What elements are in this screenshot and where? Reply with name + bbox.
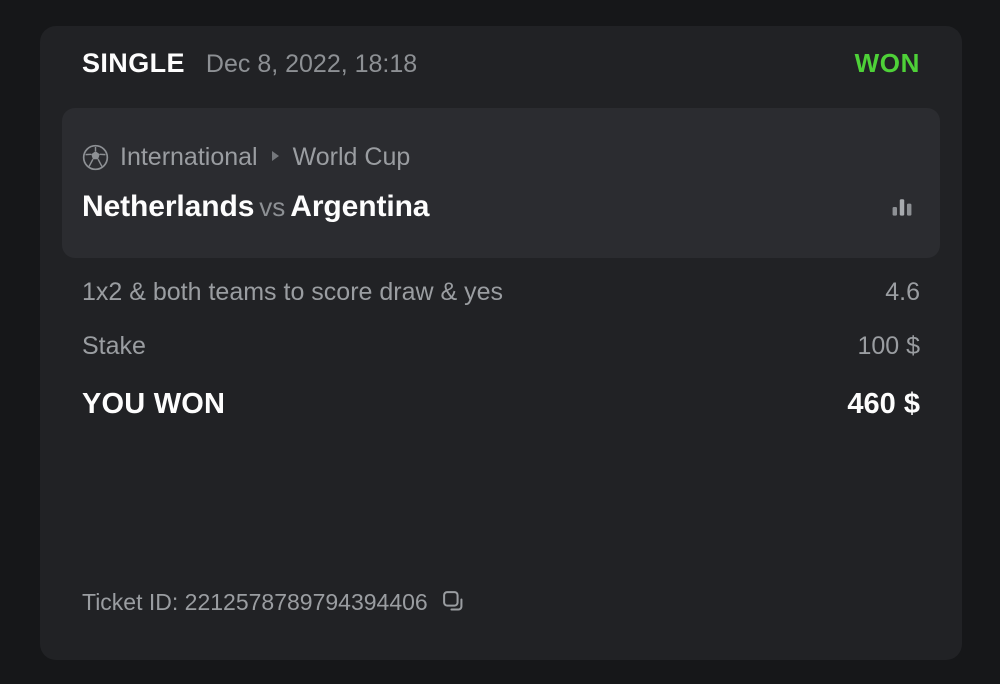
breadcrumb-competition: World Cup: [292, 142, 411, 171]
payout-value: 460 $: [847, 388, 920, 420]
ticket-id-label: Ticket ID: 2212578789794394406: [82, 589, 428, 615]
away-team-label: Argentina: [290, 190, 430, 223]
payout-row: YOU WON 460 $: [82, 388, 920, 448]
home-team-label: Netherlands: [82, 190, 255, 223]
chevron-right-icon: [271, 151, 279, 161]
stake-label: Stake: [82, 332, 146, 360]
breadcrumb[interactable]: International World Cup: [82, 140, 918, 174]
event-panel[interactable]: International World Cup Netherlands vs A…: [62, 108, 940, 258]
selection-row: 1x2 & both teams to score draw & yes 4.6: [82, 278, 920, 332]
bet-details: 1x2 & both teams to score draw & yes 4.6…: [40, 258, 962, 448]
ticket-timestamp: Dec 8, 2022, 18:18: [205, 50, 418, 78]
breadcrumb-region: International: [120, 142, 258, 171]
bar-chart-icon[interactable]: [890, 193, 918, 221]
match-row[interactable]: Netherlands vs Argentina: [82, 190, 918, 224]
soccer-ball-icon: [82, 144, 109, 170]
market-label: 1x2 & both teams to score draw & yes: [82, 278, 504, 306]
versus-label: vs: [259, 191, 286, 222]
status-badge: WON: [854, 48, 920, 78]
ticket-type-label: SINGLE: [82, 48, 185, 78]
stake-row: Stake 100 $: [82, 332, 920, 386]
ticket-header: SINGLE Dec 8, 2022, 18:18 WON: [40, 26, 962, 108]
bet-ticket-card: SINGLE Dec 8, 2022, 18:18 WON Internatio…: [40, 26, 962, 660]
ticket-footer: Ticket ID: 2212578789794394406: [40, 589, 962, 660]
stake-value: 100 $: [857, 332, 920, 360]
odds-value: 4.6: [885, 278, 920, 306]
payout-label: YOU WON: [82, 388, 226, 420]
copy-icon[interactable]: [442, 590, 467, 615]
